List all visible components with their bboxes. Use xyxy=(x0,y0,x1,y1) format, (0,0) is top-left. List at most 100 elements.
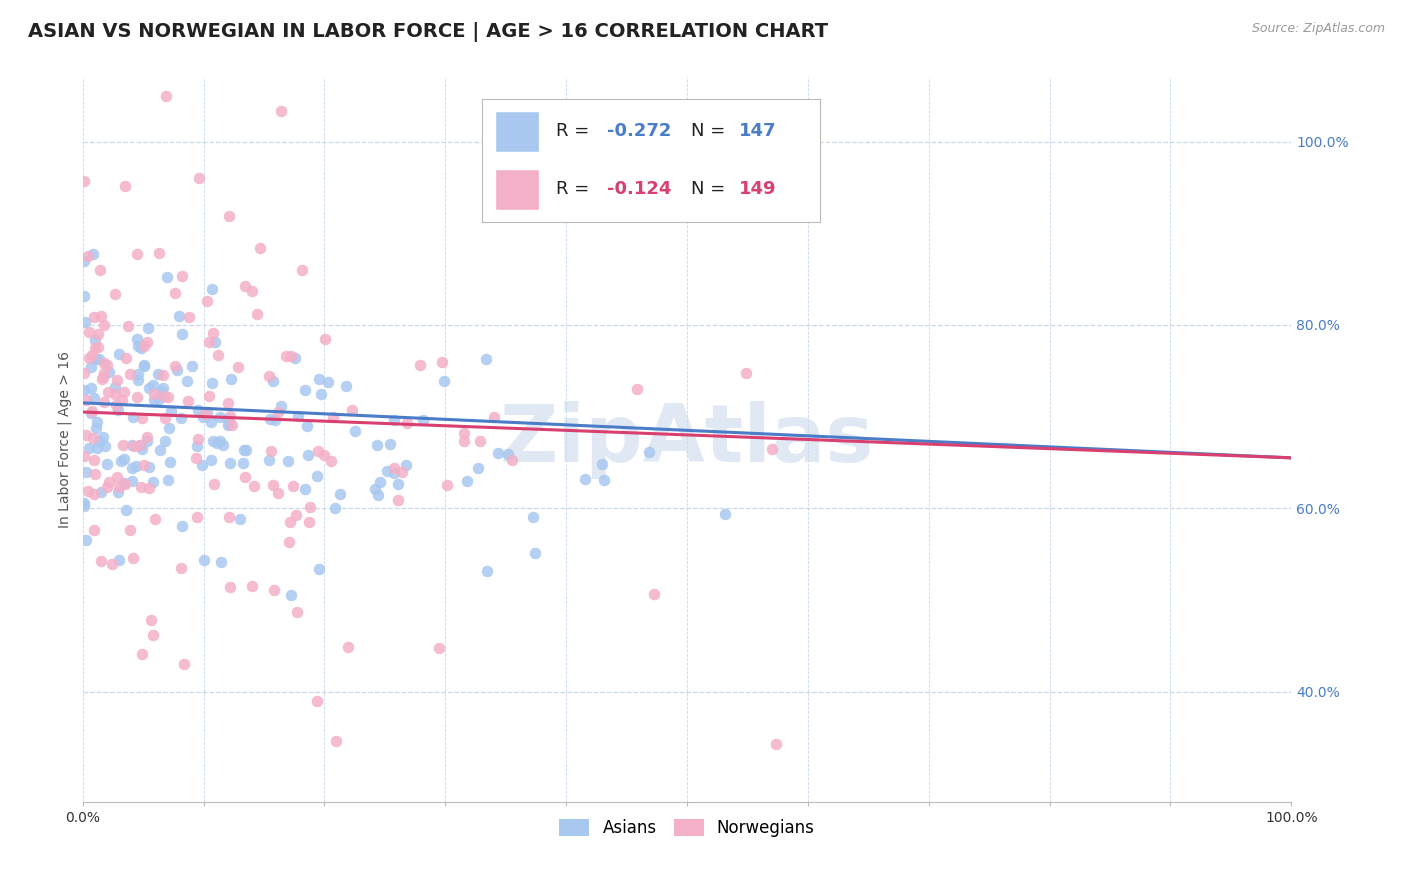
Point xyxy=(235,443,257,458)
Point xyxy=(159,455,181,469)
Point xyxy=(135,335,157,350)
Point xyxy=(412,412,434,426)
Point xyxy=(131,410,153,425)
Point xyxy=(219,372,242,386)
Point xyxy=(267,485,290,500)
Point xyxy=(153,434,176,448)
Point xyxy=(274,349,297,363)
Point xyxy=(122,551,145,566)
Point xyxy=(149,442,172,457)
Point xyxy=(87,327,110,342)
Point xyxy=(155,410,177,425)
Point xyxy=(201,281,224,295)
Point xyxy=(278,516,301,530)
Point xyxy=(153,389,176,403)
Point xyxy=(107,402,129,417)
Point xyxy=(263,413,285,427)
Point xyxy=(298,515,321,529)
Point xyxy=(125,458,148,473)
Point xyxy=(104,398,127,412)
Point xyxy=(129,438,152,452)
Point xyxy=(132,339,155,353)
Point xyxy=(152,381,174,395)
Point xyxy=(108,346,131,360)
Point xyxy=(200,376,222,391)
Point xyxy=(280,349,302,363)
Point xyxy=(368,475,391,490)
Point xyxy=(157,390,180,404)
Point xyxy=(129,480,152,494)
Point xyxy=(132,458,155,473)
Point xyxy=(329,487,352,501)
Point xyxy=(73,315,96,329)
Point xyxy=(217,412,239,426)
Point xyxy=(453,426,475,441)
Point xyxy=(176,374,198,388)
Point xyxy=(285,606,308,620)
Point xyxy=(149,384,172,398)
Point xyxy=(165,359,187,373)
Point xyxy=(194,408,217,422)
Point xyxy=(257,369,280,384)
Point xyxy=(127,332,149,346)
Point xyxy=(82,247,104,261)
Point xyxy=(75,533,97,547)
Text: Source: ZipAtlas.com: Source: ZipAtlas.com xyxy=(1251,22,1385,36)
Text: ZipAtlas: ZipAtlas xyxy=(499,401,875,478)
Point xyxy=(285,508,308,522)
Point xyxy=(322,410,344,425)
Point xyxy=(308,372,330,386)
Point xyxy=(86,415,108,429)
Point xyxy=(188,171,211,186)
Point xyxy=(83,310,105,324)
Point xyxy=(380,437,402,451)
Point xyxy=(138,481,160,495)
Point xyxy=(299,500,322,514)
Point xyxy=(267,404,290,418)
Point xyxy=(91,430,114,444)
Point xyxy=(270,399,292,413)
Point xyxy=(574,473,596,487)
Point xyxy=(170,269,193,284)
Point xyxy=(73,174,96,188)
Point xyxy=(734,366,756,380)
Point xyxy=(233,442,256,457)
Point xyxy=(83,467,105,481)
Point xyxy=(139,614,162,628)
Point xyxy=(131,647,153,661)
Point xyxy=(409,359,432,373)
Point xyxy=(77,351,100,366)
Point xyxy=(75,392,97,407)
Point xyxy=(98,365,121,379)
Point xyxy=(217,418,239,433)
Point xyxy=(232,456,254,470)
Point xyxy=(591,457,613,471)
Point xyxy=(387,476,409,491)
Point xyxy=(93,318,115,332)
Point xyxy=(501,453,523,467)
Point xyxy=(93,395,115,409)
Point xyxy=(367,488,389,502)
Point xyxy=(142,393,165,408)
Point xyxy=(626,382,648,396)
Point xyxy=(159,404,181,418)
Point xyxy=(89,262,111,277)
Point xyxy=(262,478,284,492)
Point xyxy=(208,409,231,424)
Point xyxy=(148,392,170,406)
Point xyxy=(77,484,100,499)
Point xyxy=(262,374,284,388)
Point xyxy=(117,318,139,333)
Point xyxy=(80,404,103,418)
Point xyxy=(714,507,737,521)
Point xyxy=(112,384,135,399)
Point xyxy=(83,487,105,501)
Point xyxy=(498,447,520,461)
Point xyxy=(260,443,283,458)
Point xyxy=(277,454,299,468)
Point xyxy=(132,358,155,372)
Point xyxy=(73,496,96,510)
Point xyxy=(75,427,97,442)
Point xyxy=(108,480,131,494)
Point xyxy=(73,449,96,463)
